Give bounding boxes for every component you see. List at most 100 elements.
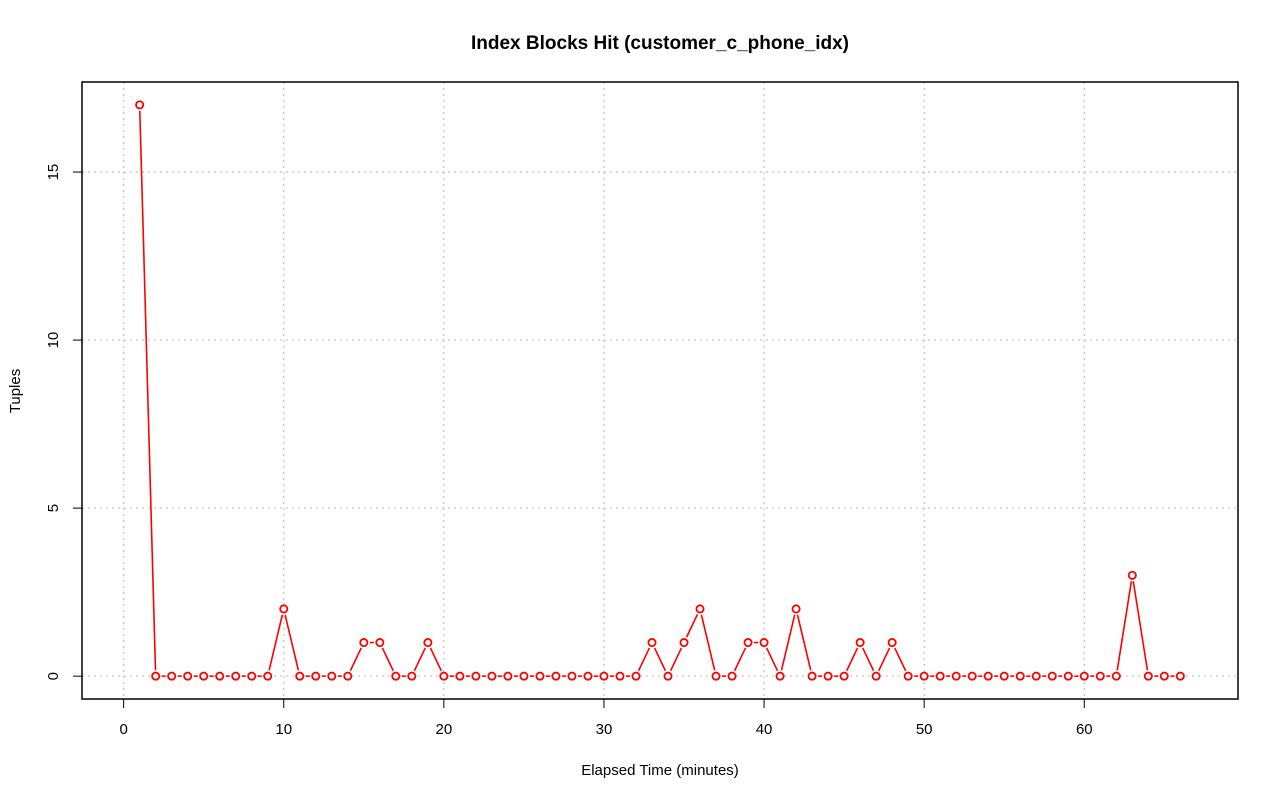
data-point — [999, 671, 1009, 681]
data-point — [1159, 671, 1169, 681]
x-axis-label: Elapsed Time (minutes) — [581, 762, 739, 779]
data-point — [871, 671, 881, 681]
data-point — [487, 671, 497, 681]
series-segment — [284, 614, 300, 671]
data-point — [519, 671, 529, 681]
x-tick-label: 50 — [916, 721, 933, 738]
data-point — [1047, 671, 1057, 681]
x-tick-label: 0 — [119, 721, 127, 738]
series-segment — [1116, 581, 1133, 671]
data-point — [935, 671, 945, 681]
data-point — [951, 671, 961, 681]
data-point — [279, 604, 289, 614]
data-point — [327, 671, 337, 681]
series-segment — [1132, 581, 1149, 671]
data-point — [887, 638, 897, 648]
series-segment — [413, 647, 426, 672]
grid — [82, 82, 1238, 699]
x-tick-label: 30 — [596, 721, 613, 738]
x-tick-label: 20 — [436, 721, 453, 738]
y-tick-label: 10 — [45, 332, 62, 349]
data-point — [151, 671, 161, 681]
data-point — [903, 671, 913, 681]
series-segment — [637, 647, 651, 672]
data-point — [567, 671, 577, 681]
series-segment — [685, 614, 699, 638]
data-point — [199, 671, 209, 681]
data-point — [855, 638, 865, 648]
data-point — [775, 671, 785, 681]
data-point — [711, 671, 721, 681]
x-axis: 0 10 20 30 40 50 60 — [119, 698, 1093, 738]
series-segment — [861, 647, 875, 672]
data-point — [1143, 671, 1153, 681]
data-point — [743, 638, 753, 648]
data-point — [679, 638, 689, 648]
data-point — [727, 671, 737, 681]
data-point — [967, 671, 977, 681]
data-point — [455, 671, 465, 681]
series-segment — [845, 647, 859, 672]
data-point — [1095, 671, 1105, 681]
data-point — [1111, 671, 1121, 681]
data-point — [423, 638, 433, 648]
data-point — [263, 671, 273, 681]
data-point — [183, 671, 193, 681]
data-point — [359, 638, 369, 648]
x-tick-label: 10 — [275, 721, 292, 738]
data-point — [631, 671, 641, 681]
y-tick-label: 5 — [45, 504, 62, 512]
data-point — [791, 604, 801, 614]
data-point — [983, 671, 993, 681]
series-segment — [653, 647, 667, 672]
data-point — [407, 671, 417, 681]
y-axis-label: Tuples — [7, 369, 24, 413]
data-point — [391, 671, 401, 681]
y-tick-label: 15 — [45, 164, 62, 181]
data-point — [375, 638, 385, 648]
data-point — [695, 604, 705, 614]
series-segment — [349, 647, 362, 672]
chart-title: Index Blocks Hit (customer_c_phone_idx) — [471, 33, 849, 54]
data-point — [439, 671, 449, 681]
data-point — [295, 671, 305, 681]
x-tick-label: 60 — [1076, 721, 1093, 738]
data-point — [551, 671, 561, 681]
data-point — [215, 671, 225, 681]
data-point — [535, 671, 545, 681]
data-point — [471, 671, 481, 681]
series-segment — [429, 647, 442, 672]
series-segment — [796, 614, 812, 671]
data-point — [343, 671, 353, 681]
data-point — [135, 100, 145, 110]
data-point — [647, 638, 657, 648]
data-point — [1015, 671, 1025, 681]
data-point — [919, 671, 929, 681]
data-point — [167, 671, 177, 681]
series-segment — [878, 647, 891, 672]
series-segment — [381, 647, 394, 672]
data-point — [839, 671, 849, 681]
data-point — [231, 671, 241, 681]
data-point — [1063, 671, 1073, 681]
data-point — [807, 671, 817, 681]
data-point — [1031, 671, 1041, 681]
series-segment — [894, 647, 907, 672]
data-point — [759, 638, 769, 648]
series-segment — [268, 614, 284, 671]
plot-frame — [81, 81, 1239, 700]
series-segment — [765, 647, 779, 672]
y-tick-label: 0 — [45, 672, 62, 680]
data-point — [311, 671, 321, 681]
data-point — [823, 671, 833, 681]
series-segment — [780, 614, 796, 671]
data-point — [663, 671, 673, 681]
series-segment — [669, 647, 683, 672]
series-segment — [733, 647, 747, 672]
data-point — [503, 671, 513, 681]
series — [135, 100, 1185, 681]
series-segment — [139, 110, 157, 671]
data-point — [247, 671, 257, 681]
x-tick-label: 40 — [756, 721, 773, 738]
